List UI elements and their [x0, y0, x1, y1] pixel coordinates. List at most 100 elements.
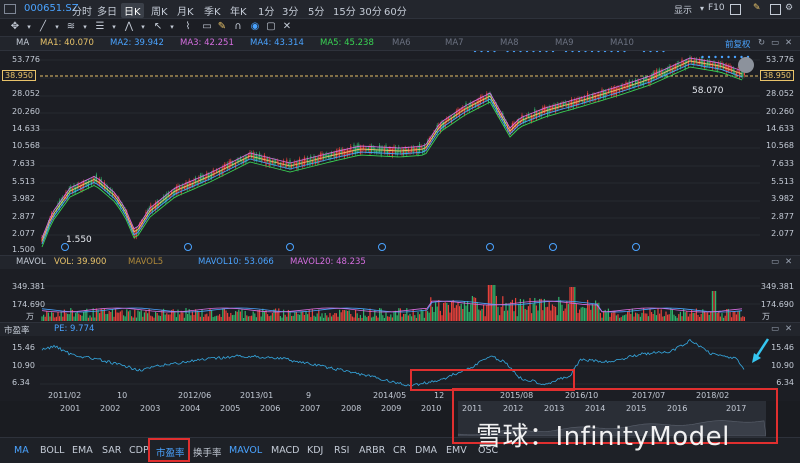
- refresh-icon[interactable]: ↻: [758, 38, 766, 48]
- tab-macd[interactable]: MACD: [271, 445, 300, 456]
- ruler-tool-icon[interactable]: ▭: [202, 21, 212, 32]
- tab-emv[interactable]: EMV: [446, 445, 467, 456]
- avatar[interactable]: [738, 57, 754, 73]
- candle-body: [403, 149, 405, 156]
- candle-body: [529, 115, 531, 122]
- crosshair-icon[interactable]: ✥: [10, 21, 20, 32]
- price-tick-left: 2.877: [12, 212, 35, 221]
- chevron-down-icon[interactable]: ▾: [170, 23, 174, 31]
- tab-cdp[interactable]: CDP: [129, 445, 149, 456]
- period-tab[interactable]: 月K: [177, 7, 194, 18]
- volume-bar: [534, 297, 536, 321]
- trash-icon[interactable]: ✕: [282, 21, 292, 32]
- period-tab[interactable]: 多日: [97, 7, 117, 18]
- checkbox-icon[interactable]: [730, 4, 741, 15]
- chevron-down-icon[interactable]: ▾: [141, 23, 145, 31]
- f10-button[interactable]: F10: [708, 3, 725, 13]
- tab-dma[interactable]: DMA: [415, 445, 438, 456]
- period-tab[interactable]: 1分: [258, 7, 275, 18]
- chevron-down-icon[interactable]: ▾: [112, 23, 116, 31]
- fold-icon[interactable]: ▭: [771, 38, 780, 48]
- layout-icon[interactable]: [4, 4, 16, 14]
- candle-body: [75, 187, 77, 193]
- volume-bar: [252, 311, 254, 321]
- volume-bar: [190, 315, 192, 321]
- tab-sar[interactable]: SAR: [102, 445, 122, 456]
- settings-icon[interactable]: ⚙: [785, 3, 794, 13]
- ma-item: MA5: 45.238: [320, 38, 374, 48]
- tab-kdj[interactable]: KDJ: [307, 445, 324, 456]
- period-tab-active[interactable]: 日K: [121, 3, 144, 18]
- tab-turnover[interactable]: 换手率: [193, 448, 222, 459]
- period-tab[interactable]: 周K: [151, 7, 168, 18]
- volume-bar: [625, 314, 627, 321]
- candle-body: [219, 169, 221, 176]
- tab-mavol[interactable]: MAVOL: [229, 445, 263, 456]
- chevron-down-icon[interactable]: ▾: [83, 23, 87, 31]
- period-tab[interactable]: 5分: [308, 7, 325, 18]
- adjust-toggle[interactable]: 前复权: [725, 40, 751, 50]
- period-tab[interactable]: 15分: [333, 7, 356, 18]
- volume-bar: [54, 317, 56, 321]
- volume-panel[interactable]: MAVOL VOL: 39.900 MAVOL5 MAVOL10: 53.066…: [0, 256, 800, 322]
- lock-icon[interactable]: ▢: [266, 21, 276, 32]
- volume-unit-left: 万: [26, 312, 34, 321]
- fold-icon[interactable]: ▭: [771, 257, 780, 267]
- overview-navigator[interactable]: 2001 2002 2003 2004 2005 2006 2007 2008 …: [0, 401, 800, 437]
- period-tab[interactable]: 60分: [384, 7, 407, 18]
- volume-bar: [651, 312, 653, 321]
- price-chart[interactable]: 53.776 53.776 38.950 38.950 28.052 28.05…: [0, 51, 800, 255]
- chevron-down-icon[interactable]: ▾: [700, 4, 705, 13]
- pe-tick-left: 10.90: [12, 361, 35, 370]
- tab-arbr[interactable]: ARBR: [359, 445, 386, 456]
- candle-body: [475, 103, 477, 106]
- news-dot: [473, 51, 477, 53]
- period-tab[interactable]: 30分: [359, 7, 382, 18]
- period-tab[interactable]: 3分: [282, 7, 299, 18]
- highlight-box-pe-tab: [148, 438, 190, 462]
- period-tab[interactable]: 季K: [204, 7, 221, 18]
- pe-panel[interactable]: 市盈率 PE: 9.774 ▭ ✕ 15.46 15.46 10.90 10.9…: [0, 323, 800, 389]
- close-icon[interactable]: ✕: [785, 324, 793, 334]
- fib-tool-icon[interactable]: ☰: [95, 21, 105, 32]
- volume-bar: [279, 316, 281, 321]
- line-tool-icon[interactable]: ╱: [39, 21, 47, 32]
- stock-code[interactable]: 000651.SZ: [24, 3, 79, 14]
- arrow-tool-icon[interactable]: ↖: [153, 21, 163, 32]
- price-tick-left: 7.633: [12, 159, 35, 168]
- brush-tool-icon[interactable]: ⌇: [185, 21, 191, 32]
- tab-ma[interactable]: MA: [14, 445, 29, 456]
- volume-item: VOL: 39.900: [54, 257, 107, 267]
- window-icon[interactable]: [770, 4, 781, 15]
- tab-pe[interactable]: 市盈率: [156, 448, 185, 459]
- volume-bar: [539, 298, 541, 321]
- chevron-down-icon[interactable]: ▾: [27, 23, 31, 31]
- candle-body: [231, 162, 233, 166]
- candle-body: [510, 129, 512, 133]
- display-menu[interactable]: 显示: [674, 6, 693, 16]
- tab-rsi[interactable]: RSI: [334, 445, 350, 456]
- candle-body: [587, 92, 589, 101]
- pencil-icon[interactable]: ✎: [217, 21, 227, 32]
- tab-ema[interactable]: EMA: [72, 445, 93, 456]
- magnet-icon[interactable]: ∩: [234, 21, 242, 32]
- volume-bar: [284, 314, 286, 321]
- tab-boll[interactable]: BOLL: [40, 445, 65, 456]
- close-icon[interactable]: ✕: [785, 257, 793, 267]
- edit-icon[interactable]: ✎: [753, 3, 761, 13]
- tab-cr[interactable]: CR: [393, 445, 407, 456]
- period-tab[interactable]: 年K: [230, 7, 247, 18]
- period-tab[interactable]: 分时: [72, 7, 92, 18]
- close-icon[interactable]: ✕: [785, 38, 793, 48]
- channel-tool-icon[interactable]: ≋: [66, 21, 76, 32]
- pattern-tool-icon[interactable]: ⋀: [124, 21, 134, 32]
- price-tick-left: 1.500: [12, 245, 35, 254]
- fold-icon[interactable]: ▭: [771, 324, 780, 334]
- volume-bar: [139, 311, 141, 321]
- volume-bar: [719, 316, 721, 321]
- chevron-down-icon[interactable]: ▾: [55, 23, 59, 31]
- volume-bar: [171, 310, 173, 321]
- eye-icon[interactable]: ◉: [250, 21, 260, 32]
- volume-bar: [601, 317, 603, 321]
- tab-osc[interactable]: OSC: [478, 445, 499, 456]
